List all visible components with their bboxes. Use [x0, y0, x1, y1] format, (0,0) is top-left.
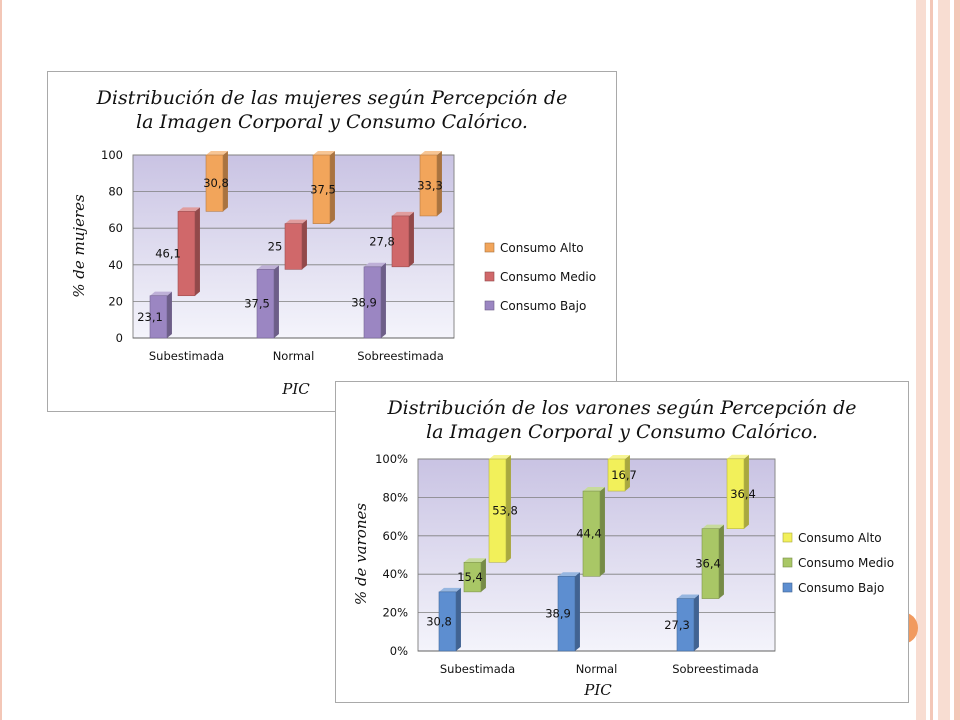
y-tick-label: 40 — [108, 258, 123, 272]
bar-consumo-medio — [177, 207, 200, 297]
y-axis-title: % de mujeres — [70, 194, 88, 298]
legend-label: Consumo Medio — [798, 556, 894, 570]
legend-item: Consumo Bajo — [782, 581, 884, 595]
legend-label: Consumo Alto — [500, 241, 584, 255]
legend-swatch — [484, 242, 495, 253]
data-label: 38,9 — [545, 607, 571, 621]
legend-item: Consumo Medio — [782, 556, 894, 570]
legend-label: Consumo Bajo — [798, 581, 884, 595]
x-tick-label: Subestimada — [440, 662, 515, 676]
bar-consumo-bajo — [149, 291, 172, 339]
y-tick-label: 20 — [108, 294, 123, 308]
y-tick-label: 60% — [382, 529, 408, 543]
data-label: 36,4 — [730, 487, 756, 501]
data-label: 36,4 — [695, 557, 721, 571]
legend-item: Consumo Medio — [484, 270, 596, 284]
data-label: 15,4 — [457, 570, 483, 584]
bar-consumo-alto — [419, 150, 442, 217]
data-label: 16,7 — [611, 468, 637, 482]
data-label: 27,3 — [664, 618, 690, 632]
data-label: 23,1 — [137, 310, 163, 324]
legend-label: Consumo Bajo — [500, 299, 586, 313]
y-tick-label: 100% — [375, 452, 408, 466]
x-tick-label: Subestimada — [149, 349, 224, 363]
y-tick-label: 80% — [382, 490, 408, 504]
x-tick-label: Sobreestimada — [672, 662, 759, 676]
bar-consumo-alto — [726, 454, 749, 529]
data-label: 33,3 — [417, 178, 443, 192]
y-tick-label: 0% — [390, 644, 408, 658]
bar-consumo-bajo — [256, 265, 279, 339]
chart-title: Distribución de las mujeres según Percep… — [96, 87, 568, 133]
y-tick-label: 20% — [382, 606, 408, 620]
bar-consumo-bajo — [438, 587, 461, 652]
data-label: 37,5 — [310, 182, 336, 196]
bar-consumo-medio — [284, 219, 307, 270]
y-tick-label: 80 — [108, 185, 123, 199]
legend-item: Consumo Bajo — [484, 299, 586, 313]
data-label: 44,4 — [576, 527, 602, 541]
bar-consumo-alto — [488, 454, 511, 563]
legend-swatch — [782, 557, 793, 568]
men-chart-plot: 0% 20% 40% 60% 80% 100% Subestimada 30,8 15,4 53,… — [352, 452, 894, 699]
bar-consumo-medio — [701, 524, 724, 599]
data-label: 53,8 — [492, 504, 518, 518]
data-label: 46,1 — [155, 247, 181, 261]
bar-consumo-alto — [205, 150, 228, 212]
bar-consumo-bajo — [363, 262, 386, 339]
y-tick-label: 0 — [116, 331, 123, 345]
y-axis-title: % de varones — [352, 503, 370, 605]
data-label: 27,8 — [369, 234, 395, 248]
data-label: 25 — [268, 240, 283, 254]
legend-label: Consumo Medio — [500, 270, 596, 284]
y-tick-label: 40% — [382, 567, 408, 581]
data-label: 38,9 — [351, 295, 377, 309]
legend-swatch — [484, 271, 495, 282]
chart-title: Distribución de los varones según Percep… — [387, 397, 857, 443]
x-axis-title: PIC — [583, 681, 612, 699]
bar-consumo-medio — [582, 487, 605, 577]
slide-frame — [0, 0, 2, 720]
legend-item: Consumo Alto — [782, 531, 882, 545]
women-chart: Distribución de las mujeres según Percep… — [47, 71, 617, 412]
men-chart: Distribución de los varones según Percep… — [335, 381, 909, 703]
legend-item: Consumo Alto — [484, 241, 584, 255]
legend-swatch — [782, 532, 793, 543]
x-tick-label: Sobreestimada — [357, 349, 444, 363]
slide-border-decoration — [916, 0, 960, 720]
bar-consumo-bajo — [557, 572, 580, 652]
women-chart-plot: 0 20 40 60 80 100 Subestimada 23,1 46,1 30,8 Norma… — [70, 148, 596, 398]
x-tick-label: Normal — [576, 662, 618, 676]
legend-label: Consumo Alto — [798, 531, 882, 545]
bar-consumo-bajo — [676, 594, 699, 652]
x-axis-title: PIC — [281, 380, 310, 398]
bar-consumo-medio — [463, 558, 486, 593]
bar-consumo-alto — [312, 150, 335, 224]
legend-swatch — [782, 582, 793, 593]
data-label: 37,5 — [244, 297, 270, 311]
legend-swatch — [484, 300, 495, 311]
data-label: 30,8 — [203, 176, 229, 190]
data-label: 30,8 — [426, 614, 452, 628]
bar-consumo-alto — [607, 454, 630, 492]
x-tick-label: Normal — [273, 349, 315, 363]
y-tick-label: 100 — [101, 148, 123, 162]
bar-consumo-medio — [391, 211, 414, 268]
y-tick-label: 60 — [108, 221, 123, 235]
